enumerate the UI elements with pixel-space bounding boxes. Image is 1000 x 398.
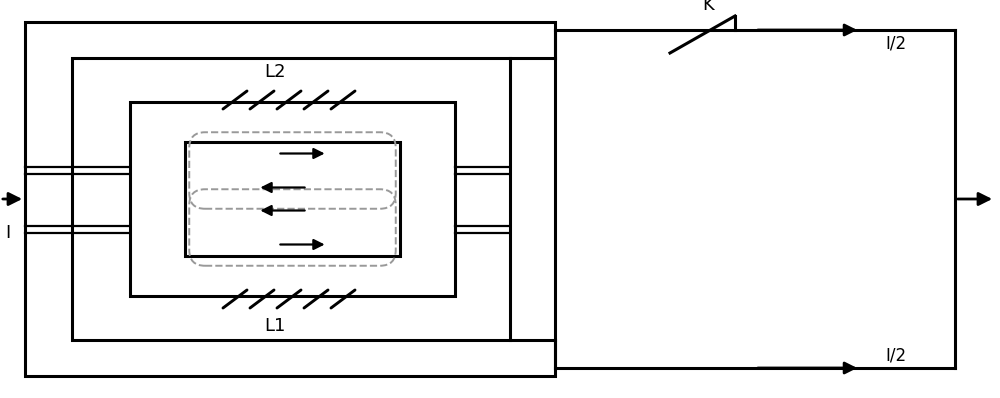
Bar bbox=[25, 22, 555, 376]
Text: L2: L2 bbox=[264, 63, 286, 81]
Bar bbox=[185, 142, 400, 256]
Text: K: K bbox=[702, 0, 714, 14]
Bar bbox=[72, 58, 510, 340]
Bar bbox=[130, 102, 455, 296]
Text: L1: L1 bbox=[264, 317, 286, 335]
Text: I/2: I/2 bbox=[885, 34, 906, 52]
Text: I/2: I/2 bbox=[885, 346, 906, 364]
Text: I: I bbox=[5, 224, 10, 242]
